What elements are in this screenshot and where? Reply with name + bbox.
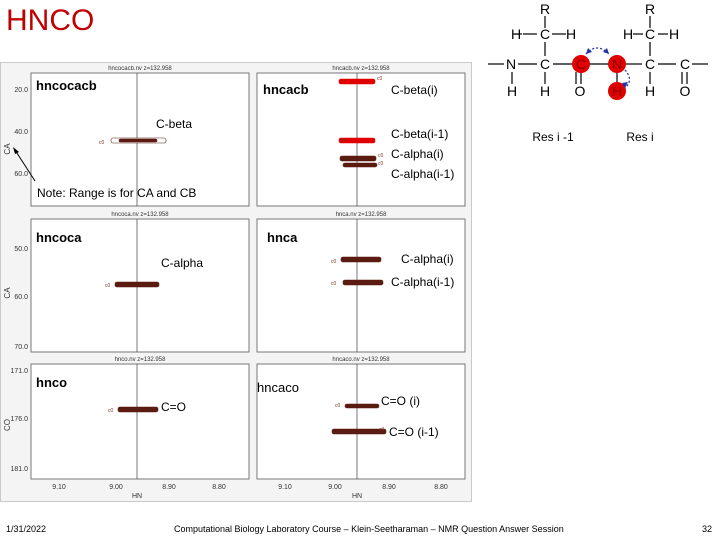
o-right: O [680,83,691,99]
peak-tag: c0 [377,76,383,82]
y-tick: 60.0 [14,294,28,301]
x-tick: 8.90 [382,484,396,491]
h-left-1: H [511,26,521,42]
panel-name-hnca: hnca [267,230,298,245]
peak-label: C-beta(i) [391,83,438,97]
y-tick: 70.0 [14,344,28,351]
peak-tag: c0 [378,153,384,159]
y-tick: 40.0 [14,129,28,136]
x-axis-label-hn: HN [132,493,142,500]
h-n-left: H [507,83,517,99]
c-carbonyl-highlighted: C [576,56,586,72]
footer-page-number: 32 [702,524,713,534]
x-tick: 9.10 [52,484,66,491]
peak-label: C-beta [156,117,192,131]
y-axis-label-ca: CA [3,287,12,299]
peak-label: C-alpha(i-1) [391,275,454,289]
x-tick: 9.10 [278,484,292,491]
panel-name-hnco: hnco [36,375,67,390]
peak-tag: c0 [331,281,337,287]
peak-label: C=O (i) [381,394,420,408]
n-left: N [506,56,516,72]
panel-name-hncacb: hncacb [263,82,309,97]
h-left-2: H [566,26,576,42]
note-text: Note: Range is for CA and CB [37,186,196,200]
y-tick: 171.0 [10,368,28,375]
residue-structure-diagram: R H C H N C H H O R H C H C C H O C N H … [488,1,708,144]
y-tick: 181.0 [10,466,28,473]
peak-tag: c0 [331,259,337,265]
x-tick: 8.90 [162,484,176,491]
spectra-figure: hncocacb.nv z=132.958 hncacb.nv z=132.95… [0,62,472,502]
residue-label-i: Res i [626,130,653,144]
peak-label: C-alpha(i) [401,252,454,266]
y-tick: 50.0 [14,246,28,253]
peak-label: C-beta(i-1) [391,127,448,141]
c-alpha-left: C [540,26,550,42]
x-tick: 8.80 [434,484,448,491]
peak-label: C=O [161,400,186,414]
y-tick: 60.0 [14,171,28,178]
panel-name-hncaco: hncaco [257,380,299,395]
footer-date: 1/31/2022 [6,524,47,534]
y-axis-label-co: CO [3,419,12,431]
slide-title: HNCO [6,4,95,37]
panel-header-hncocacb: hncocacb.nv z=132.958 [108,66,172,72]
peak-tag: c0 [99,140,105,146]
x-tick: 9.00 [109,484,123,491]
peak-tag: c0 [379,427,385,433]
c-beta-left: C [540,56,550,72]
panel-header-hnca: hnca.nv z=132.958 [336,212,388,218]
panel-header-hncaco: hncaco.nv z=132.958 [332,357,390,363]
r-group-left: R [540,1,550,17]
peak-label: C=O (i-1) [389,425,439,439]
y-tick: 20.0 [14,87,28,94]
h-c-right: H [645,83,655,99]
n-highlighted: N [612,56,622,72]
peak-label: C-alpha(i-1) [391,167,454,181]
c-alpha-right: C [645,26,655,42]
c-right: C [645,56,655,72]
panel-header-hncacb: hncacb.nv z=132.958 [332,66,390,72]
panel-header-hncoca: hncoca.nv z=132.958 [111,212,169,218]
peak-tag: c0 [108,408,114,414]
peak-tag: c0 [105,283,111,289]
h-right-1: H [623,26,633,42]
c-carbonyl-right: C [680,56,690,72]
panel-header-hnco: hnco.nv z=132.958 [115,357,167,363]
h-n-highlighted: H [612,83,622,99]
o-left: O [575,83,586,99]
peak-label: C-alpha(i) [391,147,444,161]
x-tick: 9.00 [328,484,342,491]
y-axis-label-ca: CA [3,143,12,155]
peak-label: C-alpha [161,256,203,270]
x-tick: 8.80 [212,484,226,491]
residue-label-im1: Res i -1 [532,130,574,144]
panel-name-hncocacb: hncocacb [36,78,97,93]
x-axis-label-hn: HN [352,493,362,500]
y-tick: 176.0 [10,416,28,423]
peak-tag: c0 [378,161,384,167]
peak-tag: c0 [335,403,341,409]
r-group-right: R [645,1,655,17]
peak-tag: c0 [340,138,346,144]
h-c-left: H [540,83,550,99]
footer-course: Computational Biology Laboratory Course … [174,524,564,534]
panel-name-hncoca: hncoca [36,230,82,245]
h-right-2: H [669,26,679,42]
